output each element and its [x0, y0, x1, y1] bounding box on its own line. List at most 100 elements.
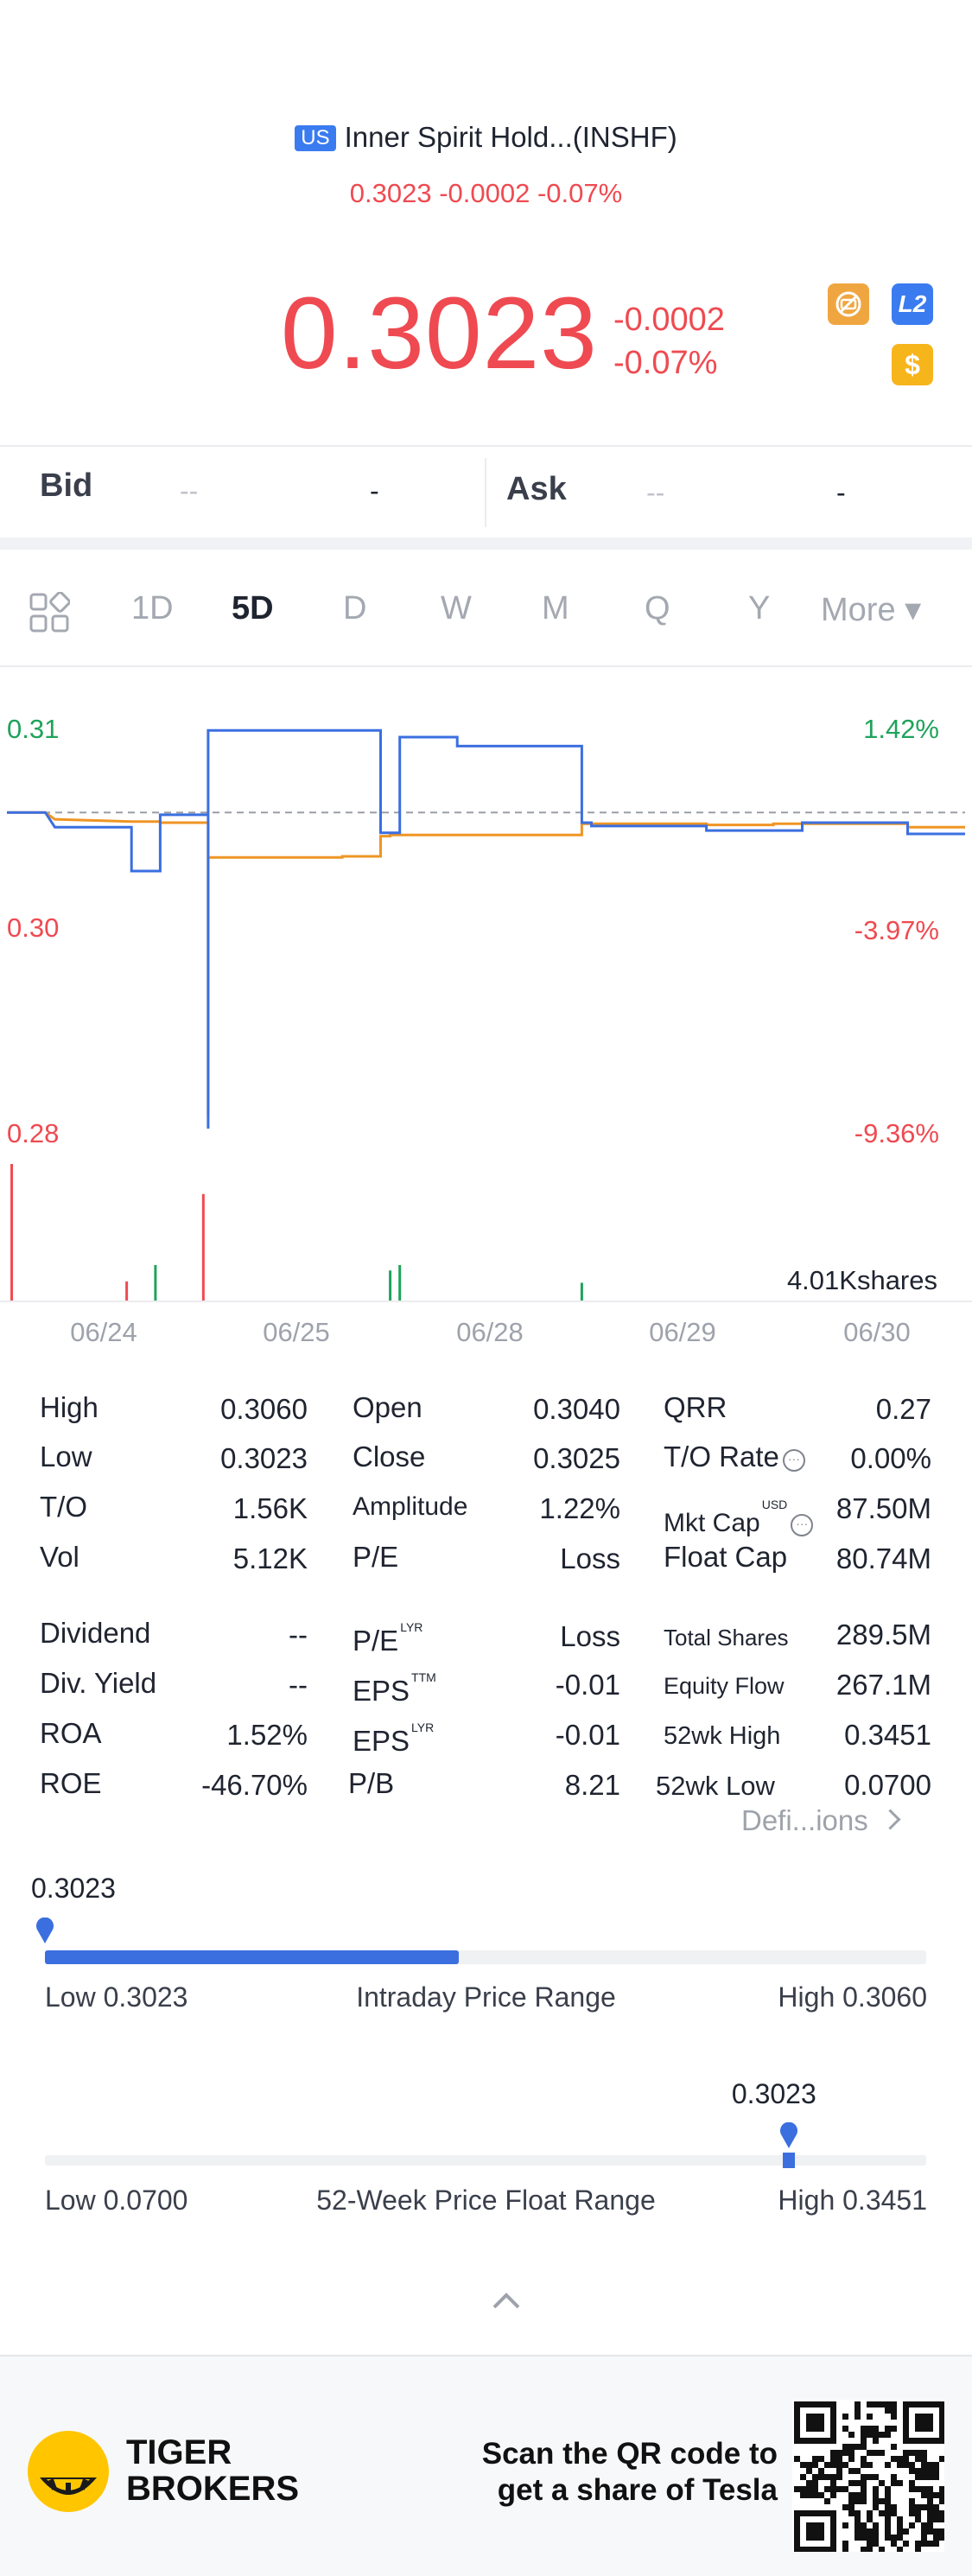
chart-layout-icon[interactable] — [29, 591, 71, 633]
stat-value-pb: 8.21 — [564, 1769, 620, 1801]
week52-track — [45, 2155, 926, 2166]
intraday-track — [45, 1950, 926, 1964]
info-icon[interactable]: ··· — [791, 1514, 814, 1536]
stat-value-pe-lyr: Loss — [560, 1620, 620, 1652]
stat-value-52wk-high: 0.3451 — [844, 1719, 931, 1751]
volume-bar — [154, 1264, 157, 1301]
stat-label-eps-lyr: EPS LYR — [353, 1721, 435, 1757]
volume-bar — [10, 1164, 14, 1301]
tab-y[interactable]: Y — [748, 590, 771, 627]
volume-label: 4.01Kshares — [787, 1265, 937, 1295]
volume-bar — [398, 1264, 402, 1301]
collapse-chevron-up-icon[interactable] — [491, 2290, 522, 2315]
pe-lyr-superscript: LYR — [400, 1620, 423, 1634]
no-ads-icon[interactable] — [828, 283, 869, 325]
stat-label-pe-lyr: P/E LYR — [353, 1620, 423, 1657]
promo-footer: TIGER BROKERS Scan the QR code to get a … — [0, 2355, 972, 2576]
chevron-right-icon — [880, 1809, 901, 1830]
intraday-marker-icon — [35, 1917, 54, 1948]
ask-price: -- — [646, 477, 665, 508]
tiger-logo-icon — [26, 2429, 111, 2518]
stat-label-qrr: QRR — [664, 1391, 727, 1423]
intraday-low: Low 0.3023 — [45, 1981, 188, 2013]
stat-label-equity-flow: Equity Flow — [664, 1673, 785, 1699]
intraday-current: 0.3023 — [31, 1873, 116, 1904]
y-tick-left-top: 0.31 — [7, 714, 59, 744]
stat-label-pe: P/E — [353, 1541, 399, 1573]
y-tick-right-mid: -3.97% — [854, 915, 939, 945]
price-chart[interactable]: 0.31 0.30 0.28 1.42% -3.97% -9.36% 4.01K… — [0, 691, 972, 1365]
stat-label-roe: ROE — [40, 1767, 102, 1799]
market-badge: US — [295, 125, 336, 151]
stock-name: Inner Spirit Hold...(INSHF) — [344, 121, 677, 153]
stat-label-low: Low — [40, 1441, 92, 1472]
stat-label-52wk-low: 52wk Low — [656, 1771, 775, 1801]
current-price: 0.3023 — [281, 277, 598, 391]
week52-position-tick — [782, 2153, 795, 2168]
stat-value-52wk-low: 0.0700 — [844, 1769, 931, 1801]
stat-label-open: Open — [353, 1391, 422, 1423]
definitions-link[interactable]: Defi...ions — [741, 1804, 901, 1837]
intraday-range: 0.3023 Low 0.3023 Intraday Price Range H… — [0, 1871, 972, 2052]
stat-label-to: T/O — [40, 1491, 87, 1523]
tab-q[interactable]: Q — [645, 590, 670, 627]
eps-lyr-superscript: LYR — [411, 1721, 435, 1734]
week52-high: High 0.3451 — [778, 2185, 927, 2216]
x-tick-0624: 06/24 — [70, 1317, 137, 1347]
bid-ask-divider — [485, 458, 486, 527]
tab-5d[interactable]: 5D — [232, 590, 274, 627]
x-tick-0629: 06/29 — [649, 1317, 716, 1347]
stat-value-high: 0.3060 — [220, 1393, 308, 1425]
stat-label-vol: Vol — [40, 1541, 79, 1573]
stat-label-div-yield: Div. Yield — [40, 1667, 157, 1699]
tab-m[interactable]: M — [542, 590, 569, 627]
tab-more[interactable]: More ▾ — [821, 592, 922, 628]
info-icon[interactable]: ··· — [782, 1449, 805, 1472]
stat-label-high: High — [40, 1391, 98, 1423]
stat-value-vol: 5.12K — [232, 1542, 308, 1574]
stat-label-close: Close — [353, 1441, 426, 1472]
week52-range: 0.3023 Low 0.0700 52-Week Price Float Ra… — [0, 2074, 972, 2247]
stat-label-eps-ttm: EPS TTM — [353, 1670, 436, 1707]
stat-value-total-shares: 289.5M — [835, 1619, 931, 1651]
brand-name: TIGER BROKERS — [126, 2433, 300, 2508]
stat-value-dividend: -- — [289, 1619, 308, 1651]
tab-1d[interactable]: 1D — [131, 590, 174, 627]
stat-value-pe: Loss — [560, 1542, 620, 1574]
week52-low: Low 0.0700 — [45, 2185, 188, 2216]
stat-value-div-yield: -- — [289, 1669, 308, 1701]
stat-value-low: 0.3023 — [220, 1442, 308, 1474]
y-tick-right-bottom: -9.36% — [854, 1118, 939, 1148]
stat-label-roa: ROA — [40, 1717, 102, 1749]
stat-label-dividend: Dividend — [40, 1617, 151, 1649]
divider — [0, 445, 972, 447]
intraday-high: High 0.3060 — [778, 1981, 927, 2013]
tab-d[interactable]: D — [343, 590, 367, 627]
tab-w[interactable]: W — [441, 590, 472, 627]
bid-label: Bid — [40, 467, 93, 504]
volume-bar — [125, 1281, 129, 1301]
stat-label-to-rate: T/O Rate ··· — [664, 1441, 805, 1473]
intraday-title: Intraday Price Range — [356, 1981, 616, 2013]
qr-code-icon[interactable] — [792, 2400, 944, 2552]
stat-value-equity-flow: 267.1M — [835, 1669, 931, 1701]
stat-value-qrr: 0.27 — [875, 1393, 931, 1425]
stat-label-amplitude: Amplitude — [353, 1492, 468, 1521]
stat-value-roe: -46.70% — [201, 1769, 308, 1801]
week52-title: 52-Week Price Float Range — [316, 2185, 656, 2216]
stat-value-mkt-cap: 87.50M — [835, 1492, 931, 1524]
volume-bars — [10, 1164, 583, 1301]
stat-label-mkt-cap: Mkt CapUSD··· — [664, 1498, 814, 1538]
bid-price: -- — [180, 475, 199, 506]
price-change: -0.0002 -0.07% — [613, 298, 725, 385]
week52-current: 0.3023 — [731, 2078, 816, 2109]
stat-label-float-cap: Float Cap — [664, 1541, 788, 1573]
stock-title: US Inner Spirit Hold...(INSHF) — [0, 121, 972, 154]
dollar-icon[interactable]: $ — [892, 344, 933, 385]
chart-top-divider — [0, 665, 972, 667]
price-line — [7, 728, 965, 1129]
l2-icon[interactable]: L2 — [892, 283, 933, 325]
change-value: -0.0002 — [613, 302, 725, 338]
volume-bar — [389, 1270, 392, 1301]
stat-label-52wk-high: 52wk High — [664, 1722, 781, 1750]
